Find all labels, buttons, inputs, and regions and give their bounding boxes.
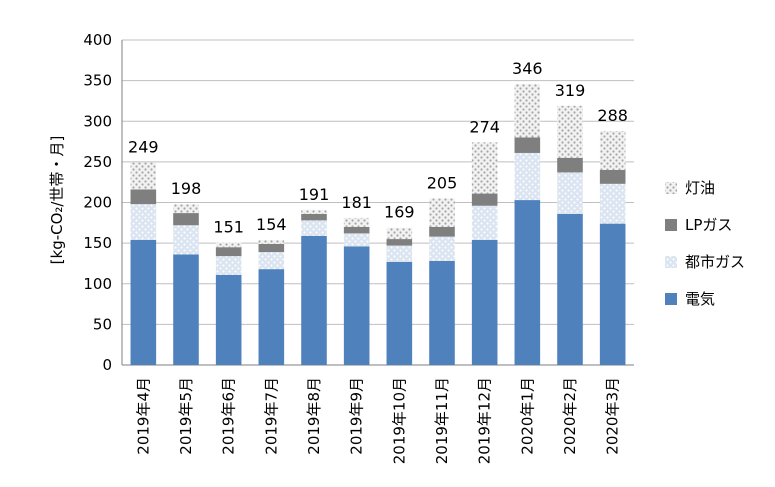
bar-1-8 bbox=[429, 261, 455, 365]
bar-2-7 bbox=[386, 245, 413, 262]
bar-1-12 bbox=[599, 223, 626, 365]
bar-3-11 bbox=[557, 157, 583, 173]
y-tick-label: 250 bbox=[83, 153, 112, 171]
bar-4-8 bbox=[429, 198, 455, 227]
bars bbox=[130, 83, 626, 365]
total-label: 154 bbox=[256, 215, 287, 234]
bar-2-2 bbox=[173, 225, 199, 255]
y-axis-label: [kg-CO₂/世帯・月] bbox=[48, 136, 66, 265]
total-label: 274 bbox=[469, 117, 500, 136]
bar-2-11 bbox=[557, 172, 583, 214]
bar-3-5 bbox=[301, 213, 327, 221]
x-tick-label: 2020年1月 bbox=[518, 377, 536, 455]
bar-1-10 bbox=[514, 200, 541, 365]
bar-4-11 bbox=[557, 105, 583, 158]
bar-3-9 bbox=[471, 193, 498, 206]
x-tick-label: 2019年6月 bbox=[220, 377, 238, 455]
bar-4-2 bbox=[173, 204, 199, 214]
x-tick-label: 2019年9月 bbox=[348, 377, 366, 455]
bar-1-11 bbox=[557, 213, 583, 365]
bar-3-4 bbox=[258, 243, 285, 253]
x-tick-label: 2019年10月 bbox=[390, 377, 408, 464]
y-tick-label: 150 bbox=[83, 234, 112, 252]
bar-2-12 bbox=[599, 183, 626, 224]
bar-3-7 bbox=[386, 239, 413, 246]
bar-1-9 bbox=[471, 239, 498, 365]
legend-swatch bbox=[665, 256, 677, 268]
total-label: 319 bbox=[555, 81, 586, 100]
bar-1-1 bbox=[130, 239, 157, 365]
bar-4-5 bbox=[301, 209, 327, 214]
bar-4-1 bbox=[130, 162, 157, 190]
bar-4-7 bbox=[386, 227, 413, 240]
x-tick-label: 2019年8月 bbox=[305, 377, 323, 455]
bar-1-2 bbox=[173, 254, 199, 365]
bar-3-1 bbox=[130, 189, 157, 205]
bar-2-5 bbox=[301, 220, 327, 236]
x-tick-label: 2019年7月 bbox=[262, 377, 280, 455]
bar-3-6 bbox=[343, 226, 370, 234]
legend-label: 灯油 bbox=[685, 179, 715, 197]
x-tick-label: 2019年12月 bbox=[476, 377, 494, 464]
x-tick-label: 2019年4月 bbox=[134, 377, 152, 455]
grid-lines bbox=[121, 39, 634, 366]
y-tick-label: 200 bbox=[83, 194, 112, 212]
bar-3-2 bbox=[173, 213, 199, 226]
total-label: 288 bbox=[597, 106, 628, 125]
bar-3-3 bbox=[215, 247, 242, 257]
legend-swatch bbox=[665, 219, 677, 231]
total-label: 151 bbox=[213, 217, 244, 236]
total-label: 249 bbox=[128, 138, 159, 157]
bar-1-3 bbox=[215, 274, 242, 365]
legend-label: 都市ガス bbox=[685, 253, 745, 271]
bar-2-3 bbox=[215, 256, 242, 275]
total-labels: 249 198 151 154 191 181 169 205 274 346 319 288 bbox=[128, 59, 628, 236]
x-tick-label: 2019年11月 bbox=[433, 377, 451, 464]
x-axis-ticks: 2019年4月 2019年5月 2019年6月 2019年7月 2019年8月 2019年… bbox=[134, 377, 621, 464]
x-tick-label: 2019年5月 bbox=[177, 377, 195, 455]
bar-1-4 bbox=[258, 269, 285, 365]
total-label: 169 bbox=[384, 203, 415, 222]
bar-2-4 bbox=[258, 252, 285, 270]
total-label: 346 bbox=[512, 59, 543, 78]
total-label: 191 bbox=[299, 185, 330, 204]
total-label: 198 bbox=[171, 179, 202, 198]
y-tick-label: 50 bbox=[93, 315, 112, 333]
bar-4-10 bbox=[514, 83, 541, 138]
bar-2-6 bbox=[343, 233, 370, 247]
legend-label: 電気 bbox=[685, 290, 715, 308]
legend-label: LPガス bbox=[685, 216, 732, 234]
bar-4-3 bbox=[215, 242, 242, 248]
bar-2-8 bbox=[429, 236, 455, 261]
bar-3-10 bbox=[514, 137, 541, 153]
total-label: 205 bbox=[427, 173, 458, 192]
bar-3-12 bbox=[599, 170, 626, 184]
bar-4-12 bbox=[599, 131, 626, 170]
y-tick-label: 400 bbox=[83, 31, 112, 49]
bar-2-9 bbox=[471, 205, 498, 240]
bar-1-7 bbox=[386, 261, 413, 365]
bar-1-6 bbox=[343, 246, 370, 365]
y-tick-label: 350 bbox=[83, 72, 112, 90]
bar-4-4 bbox=[258, 239, 285, 244]
y-axis-ticks: 0 50 100 150 200 250 300 350 400 bbox=[83, 31, 112, 374]
legend-swatch bbox=[665, 182, 677, 194]
y-tick-label: 0 bbox=[102, 356, 112, 374]
x-tick-label: 2020年2月 bbox=[561, 377, 579, 455]
x-tick-label: 2020年3月 bbox=[604, 377, 622, 455]
bar-2-1 bbox=[130, 204, 157, 240]
total-label: 181 bbox=[341, 193, 372, 212]
bar-3-8 bbox=[429, 226, 455, 237]
bar-2-10 bbox=[514, 152, 541, 201]
legend-swatch bbox=[665, 293, 677, 305]
y-tick-label: 100 bbox=[83, 275, 112, 293]
bar-4-9 bbox=[471, 142, 498, 194]
y-tick-label: 300 bbox=[83, 112, 112, 130]
bar-4-6 bbox=[343, 217, 370, 227]
bar-1-5 bbox=[301, 235, 327, 365]
